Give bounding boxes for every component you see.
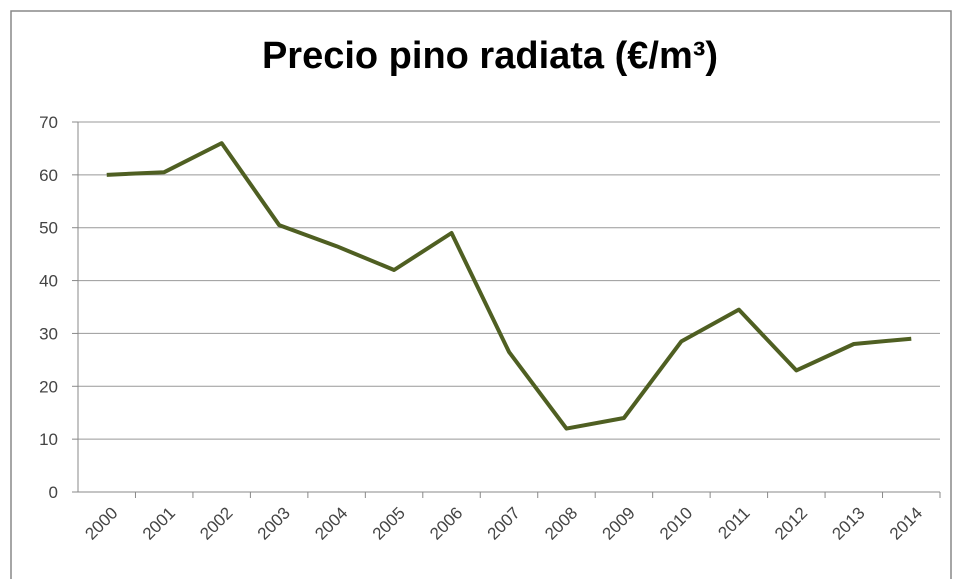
y-tick-label: 40 (39, 272, 58, 291)
y-tick-label: 0 (49, 483, 58, 502)
chart-title: Precio pino radiata (€/m³) (262, 35, 718, 77)
y-tick-label: 30 (39, 324, 58, 343)
y-tick-label: 10 (39, 430, 58, 449)
y-tick-label: 60 (39, 166, 58, 185)
y-tick-label: 20 (39, 377, 58, 396)
y-tick-label: 70 (39, 113, 58, 132)
y-tick-label: 50 (39, 219, 58, 238)
line-series (106, 141, 912, 431)
